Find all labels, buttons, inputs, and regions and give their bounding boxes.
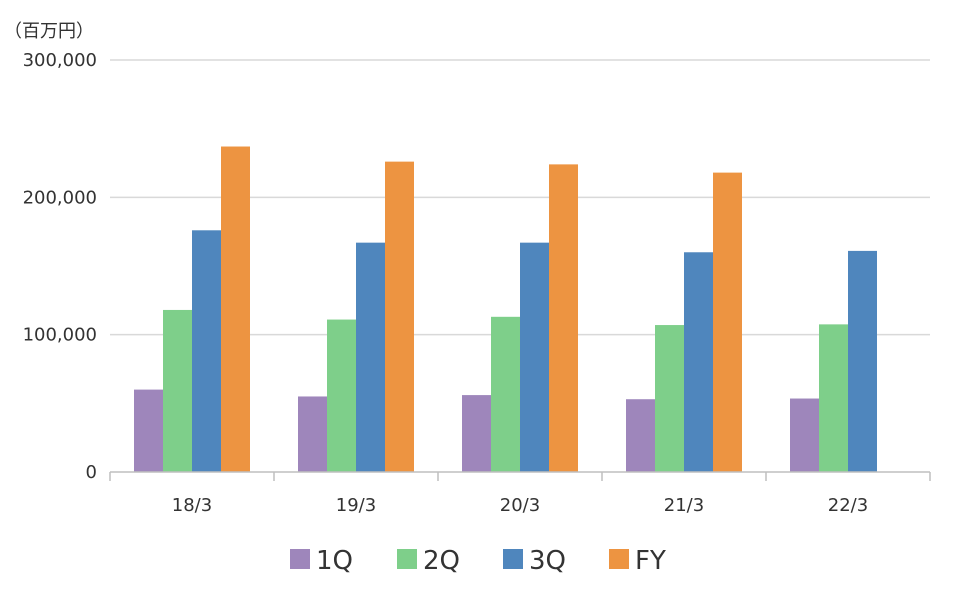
bar-2q-20-3 <box>491 316 520 472</box>
y-tick-label: 300,000 <box>23 50 97 71</box>
bar-1q-22-3 <box>790 398 819 472</box>
legend-swatch-3q <box>503 549 523 569</box>
bar-3q-19-3 <box>356 242 385 472</box>
bar-3q-22-3 <box>848 250 877 472</box>
x-tick-label: 20/3 <box>500 495 540 516</box>
legend-swatch-fy <box>609 549 629 569</box>
y-axis-ticks: 0 100,000 200,000 300,000 <box>23 50 97 483</box>
legend: 1Q 2Q 3Q FY <box>290 546 666 576</box>
x-tick-label: 18/3 <box>172 495 212 516</box>
legend-label-3q: 3Q <box>529 546 566 576</box>
y-tick-label: 100,000 <box>23 325 97 346</box>
bar-3q-18-3 <box>192 230 221 472</box>
bar-2q-21-3 <box>655 325 684 472</box>
bar-fy-18-3 <box>221 146 250 472</box>
legend-label-fy: FY <box>635 546 666 576</box>
legend-swatch-2q <box>397 549 417 569</box>
bars <box>134 146 877 473</box>
bar-3q-21-3 <box>684 252 713 472</box>
x-axis: 18/3 19/3 20/3 21/3 22/3 <box>109 471 931 516</box>
bar-fy-21-3 <box>713 172 742 472</box>
bar-3q-20-3 <box>520 242 549 472</box>
y-tick-label: 200,000 <box>23 187 97 208</box>
x-tick-label: 22/3 <box>828 495 868 516</box>
bar-1q-21-3 <box>626 399 655 472</box>
bar-1q-20-3 <box>462 395 491 472</box>
bar-2q-22-3 <box>819 324 848 472</box>
bar-2q-19-3 <box>327 319 356 472</box>
x-tick-label: 19/3 <box>336 495 376 516</box>
unit-label: （百万円） <box>4 21 94 42</box>
bar-fy-20-3 <box>549 164 578 472</box>
legend-label-1q: 1Q <box>316 546 353 576</box>
y-tick-label: 0 <box>86 462 97 483</box>
bar-fy-19-3 <box>385 161 414 473</box>
legend-label-2q: 2Q <box>423 546 460 576</box>
legend-swatch-1q <box>290 549 310 569</box>
bar-1q-18-3 <box>134 389 163 472</box>
x-tick-label: 21/3 <box>664 495 704 516</box>
bar-2q-18-3 <box>163 309 192 472</box>
bar-1q-19-3 <box>298 396 327 472</box>
